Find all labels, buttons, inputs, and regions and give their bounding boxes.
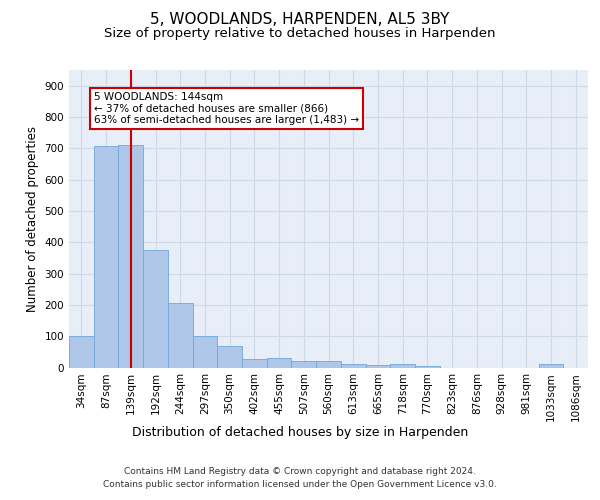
Bar [94, 146, 118, 368]
Bar [292, 361, 316, 368]
Bar [267, 358, 292, 368]
Bar [143, 250, 168, 368]
Bar [242, 358, 267, 368]
Bar [316, 361, 341, 368]
Bar [193, 336, 217, 368]
Text: Size of property relative to detached houses in Harpenden: Size of property relative to detached ho… [104, 28, 496, 40]
Bar [365, 365, 390, 368]
Text: 5, WOODLANDS, HARPENDEN, AL5 3BY: 5, WOODLANDS, HARPENDEN, AL5 3BY [151, 12, 449, 28]
Bar [69, 336, 94, 368]
Bar [217, 346, 242, 368]
Bar [118, 145, 143, 368]
Bar [415, 366, 440, 368]
Text: Contains public sector information licensed under the Open Government Licence v3: Contains public sector information licen… [103, 480, 497, 489]
Bar [341, 364, 365, 368]
Text: Contains HM Land Registry data © Crown copyright and database right 2024.: Contains HM Land Registry data © Crown c… [124, 468, 476, 476]
Y-axis label: Number of detached properties: Number of detached properties [26, 126, 39, 312]
Bar [390, 364, 415, 368]
Bar [168, 304, 193, 368]
Text: 5 WOODLANDS: 144sqm
← 37% of detached houses are smaller (866)
63% of semi-detac: 5 WOODLANDS: 144sqm ← 37% of detached ho… [94, 92, 359, 125]
Bar [539, 364, 563, 368]
Text: Distribution of detached houses by size in Harpenden: Distribution of detached houses by size … [132, 426, 468, 439]
